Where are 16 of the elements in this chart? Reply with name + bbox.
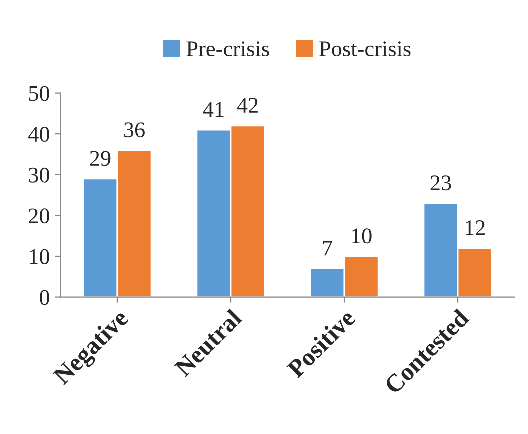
y-tick-label: 40 [28, 127, 50, 142]
data-label: 36 [124, 122, 145, 138]
y-tick-label: 20 [29, 208, 50, 224]
y-tick-label: 10 [30, 249, 50, 264]
legend-label: Pre-crisis [186, 42, 270, 57]
legend-label: Post-crisis [320, 42, 411, 57]
data-label: 42 [237, 98, 258, 113]
y-tick-label: 30 [29, 168, 50, 183]
y-tick-label: 50 [29, 86, 50, 102]
data-label: 12 [466, 220, 485, 236]
data-label: 7 [323, 241, 332, 256]
data-label: 10 [352, 228, 372, 244]
data-label: 41 [203, 102, 224, 117]
data-label: 29 [90, 151, 111, 166]
data-label: 23 [430, 176, 452, 191]
y-tick-label: 0 [40, 290, 50, 306]
